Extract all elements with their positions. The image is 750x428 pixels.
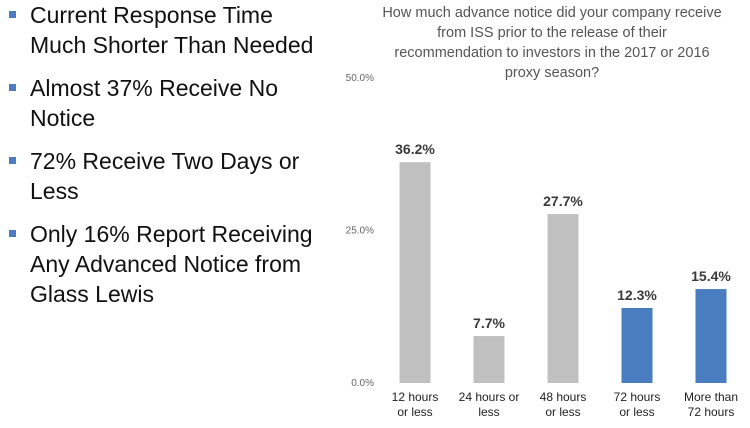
category-label: More than [684, 390, 738, 404]
category-label: 48 hours [540, 390, 587, 404]
bullet-item: Only 16% Report Receiving Any Advanced N… [8, 219, 328, 309]
y-tick-label: 50.0% [346, 73, 374, 84]
category-label: less [478, 405, 499, 419]
data-label: 36.2% [395, 141, 435, 157]
category-label: or less [619, 405, 654, 419]
bullet-square-icon [9, 11, 16, 18]
category-label: 12 hours [392, 390, 439, 404]
category-label: 24 hours or [459, 390, 520, 404]
data-label: 15.4% [691, 268, 731, 284]
bullet-square-icon [9, 84, 16, 91]
bar-2 [473, 336, 505, 383]
y-tick-label: 0.0% [351, 378, 374, 389]
bar-5 [695, 289, 727, 383]
bullet-text: Only 16% Report Receiving Any Advanced N… [30, 221, 313, 307]
category-label: or less [397, 405, 432, 419]
bullet-text: Almost 37% Receive No Notice [30, 75, 278, 131]
data-label: 7.7% [473, 315, 505, 331]
chart-title: How much advance notice did your company… [382, 5, 722, 81]
bullet-list: Current Response Time Much Shorter Than … [8, 0, 328, 322]
data-label: 27.7% [543, 193, 583, 209]
bullet-text: Current Response Time Much Shorter Than … [30, 2, 314, 58]
bar-3 [547, 214, 579, 383]
y-tick-label: 25.0% [346, 226, 374, 237]
bullet-square-icon [9, 157, 16, 164]
bullet-square-icon [9, 230, 16, 237]
bullet-item: Almost 37% Receive No Notice [8, 73, 328, 133]
bullet-item: 72% Receive Two Days or Less [8, 146, 328, 206]
bullet-text: 72% Receive Two Days or Less [30, 148, 300, 204]
data-label: 12.3% [617, 287, 657, 303]
category-label: 72 hours [688, 405, 735, 419]
category-label: 72 hours [614, 390, 661, 404]
bar-1 [399, 162, 431, 383]
category-label: or less [545, 405, 580, 419]
bar-4 [621, 307, 653, 383]
bullet-item: Current Response Time Much Shorter Than … [8, 0, 328, 60]
